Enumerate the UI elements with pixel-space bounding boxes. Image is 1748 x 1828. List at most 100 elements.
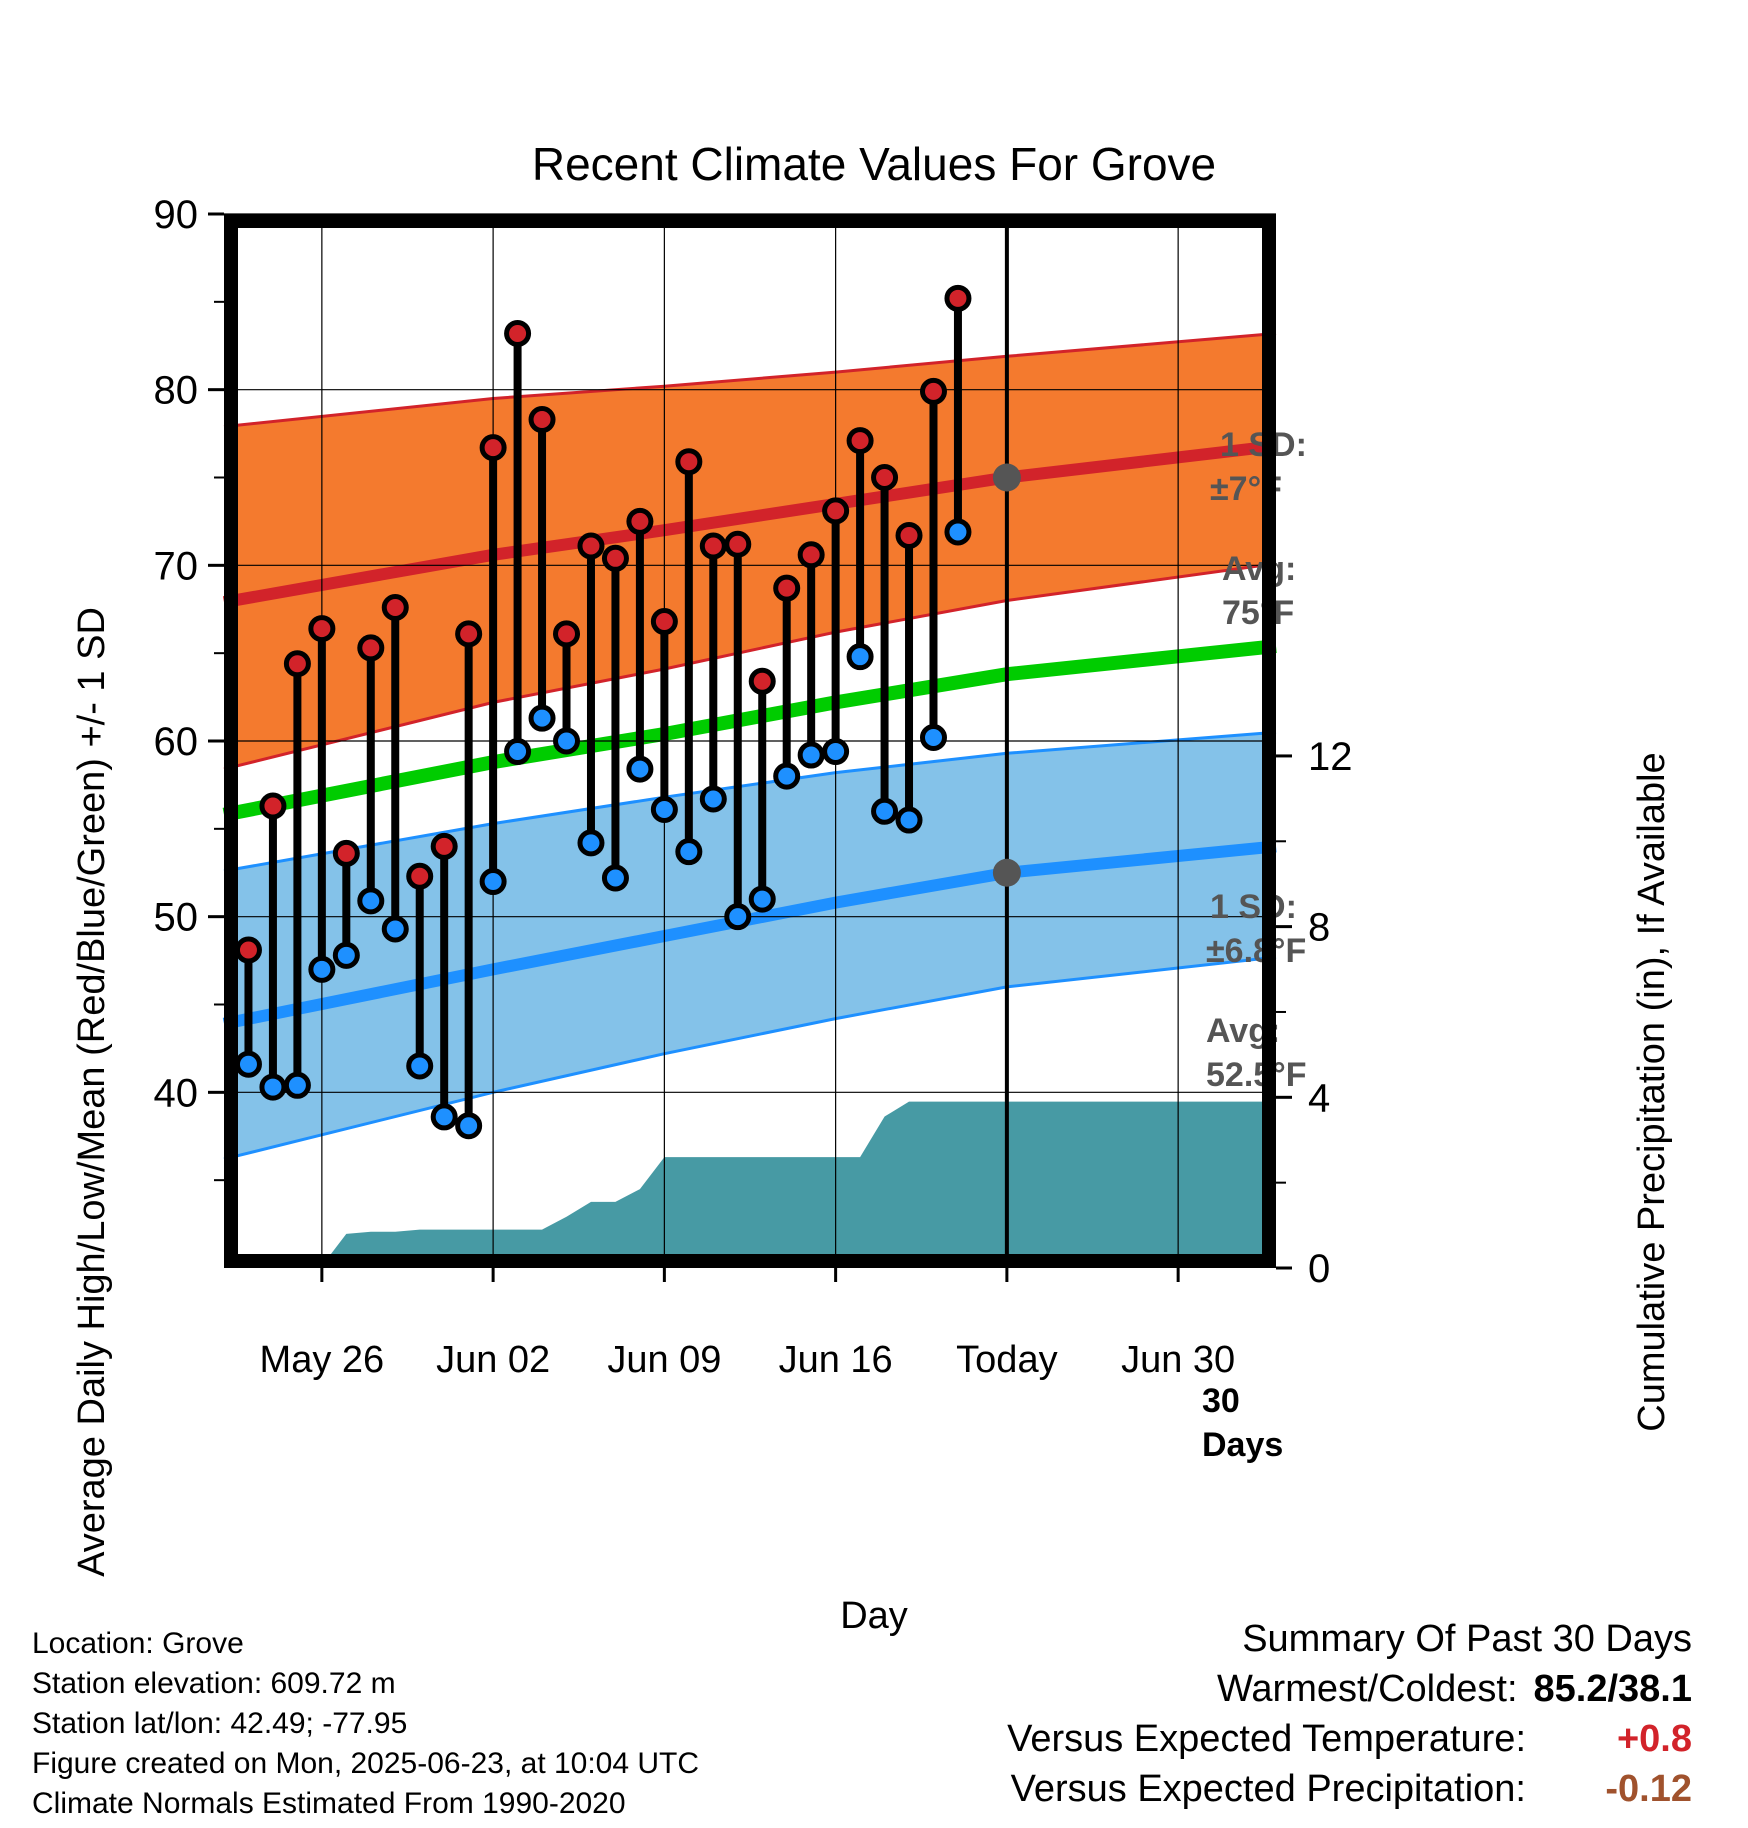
location-text: Location: Grove <box>32 1627 244 1660</box>
daily-high-point <box>234 936 262 964</box>
daily-low-point <box>846 643 874 671</box>
daily-low-point <box>332 941 360 969</box>
daily-low-point <box>724 903 752 931</box>
precip-anomaly-value: -0.12 <box>1605 1768 1692 1810</box>
daily-high-point <box>748 667 776 695</box>
y-tick-label: 80 <box>154 369 199 413</box>
daily-low-point <box>528 704 556 732</box>
high-sd-lower-line <box>223 562 1277 771</box>
daily-high-point <box>528 406 556 434</box>
daily-low-point <box>479 868 507 896</box>
high-avg-value: 75°F <box>1222 594 1294 632</box>
x-tick-label: May 26 <box>260 1339 385 1381</box>
daily-low-point <box>357 887 385 915</box>
daily-low-point <box>871 797 899 825</box>
high-avg-marker <box>992 463 1021 492</box>
daily-low-point <box>748 885 776 913</box>
summary-temp-row: Versus Expected Temperature: +0.8 <box>1007 1714 1692 1764</box>
daily-high-point <box>553 620 581 648</box>
window-label-number: 30 <box>1202 1382 1240 1420</box>
low-sd-band <box>224 732 1276 1160</box>
low-avg-value: 52.5°F <box>1206 1056 1307 1094</box>
temp-anomaly-label: Versus Expected Temperature: <box>1007 1718 1526 1760</box>
daily-high-point <box>675 448 703 476</box>
temp-anomaly-value: +0.8 <box>1616 1718 1692 1760</box>
daily-high-point <box>455 620 483 648</box>
daily-high-point <box>406 862 434 890</box>
y2-tick-label: 0 <box>1308 1247 1330 1291</box>
station-info: Location: Grove Station elevation: 609.7… <box>32 1624 699 1824</box>
daily-low-point <box>455 1112 483 1140</box>
daily-high-point <box>650 608 678 636</box>
cumulative-precip-area <box>248 1101 1276 1268</box>
y-tick-label: 50 <box>154 896 199 940</box>
y-axis-label: Average Daily High/Low/Mean (Red/Blue/Gr… <box>71 607 113 1577</box>
daily-high-point <box>430 832 458 860</box>
summary-panel: Summary Of Past 30 Days Warmest/Coldest:… <box>1007 1614 1692 1814</box>
x-tick-label: Jun 16 <box>779 1339 893 1381</box>
warm-cold-label: Warmest/Coldest: <box>1216 1668 1518 1710</box>
x-tick-label: Jun 09 <box>607 1339 721 1381</box>
latlon-text: Station lat/lon: 42.49; -77.95 <box>32 1707 408 1740</box>
daily-low-point <box>259 1073 287 1101</box>
daily-low-point <box>577 829 605 857</box>
daily-low-point <box>381 915 409 943</box>
x-tick-label: Jun 02 <box>436 1339 550 1381</box>
daily-high-point <box>332 839 360 867</box>
daily-high-point <box>259 792 287 820</box>
daily-high-point <box>601 544 629 572</box>
daily-high-point <box>357 634 385 662</box>
daily-high-point <box>626 507 654 535</box>
daily-high-point <box>871 464 899 491</box>
daily-high-point <box>283 650 311 678</box>
y-tick-label: 70 <box>154 544 199 588</box>
low-sd-upper-line <box>223 730 1277 873</box>
daily-high-point <box>724 530 752 558</box>
y-tick-label: 40 <box>154 1071 199 1115</box>
plot-frame <box>224 214 1276 1268</box>
y2-axis-label: Cumulative Precipitation (in), If Availa… <box>1631 752 1673 1431</box>
chart-title: Recent Climate Values For Grove <box>532 138 1216 190</box>
y-tick-label: 60 <box>154 720 199 764</box>
summary-precip-row: Versus Expected Precipitation: -0.12 <box>1007 1764 1692 1814</box>
daily-low-point <box>919 723 947 751</box>
daily-high-point <box>895 521 923 549</box>
y2-tick-label: 8 <box>1308 906 1330 950</box>
daily-high-point <box>308 615 336 643</box>
daily-low-point <box>626 755 654 783</box>
summary-warm-cold-row: Warmest/Coldest: 85.2/38.1 <box>1007 1664 1692 1714</box>
high-avg-label: Avg: <box>1222 550 1296 588</box>
daily-low-point <box>699 785 727 813</box>
daily-high-point <box>773 574 801 602</box>
daily-low-point <box>283 1071 311 1099</box>
daily-low-point <box>650 796 678 824</box>
low-avg-marker <box>992 858 1021 887</box>
daily-high-point <box>381 593 409 621</box>
high-sd-upper-line <box>223 332 1277 429</box>
low-sd-value: ±6.8°F <box>1206 932 1306 970</box>
daily-low-point <box>773 762 801 790</box>
daily-low-point <box>504 738 532 766</box>
daily-high-point <box>797 541 825 569</box>
daily-low-point <box>406 1052 434 1080</box>
daily-low-point <box>822 738 850 766</box>
normal-mean-line <box>222 639 1277 822</box>
daily-low-point <box>797 741 825 769</box>
daily-low-point <box>675 838 703 866</box>
daily-low-point <box>895 806 923 834</box>
elevation-text: Station elevation: 609.72 m <box>32 1667 396 1700</box>
created-text: Figure created on Mon, 2025-06-23, at 10… <box>32 1747 700 1780</box>
warm-cold-value: 85.2/38.1 <box>1533 1668 1692 1710</box>
daily-high-point <box>822 497 850 525</box>
x-tick-label: Today <box>956 1339 1057 1381</box>
daily-low-point <box>944 518 972 546</box>
window-label-days: Days <box>1202 1426 1283 1464</box>
daily-high-point <box>577 532 605 560</box>
daily-high-point <box>479 434 507 462</box>
normals-text: Climate Normals Estimated From 1990-2020 <box>32 1787 626 1820</box>
summary-title: Summary Of Past 30 Days <box>1242 1618 1692 1660</box>
daily-high-point <box>699 532 727 560</box>
daily-high-point <box>919 377 947 405</box>
